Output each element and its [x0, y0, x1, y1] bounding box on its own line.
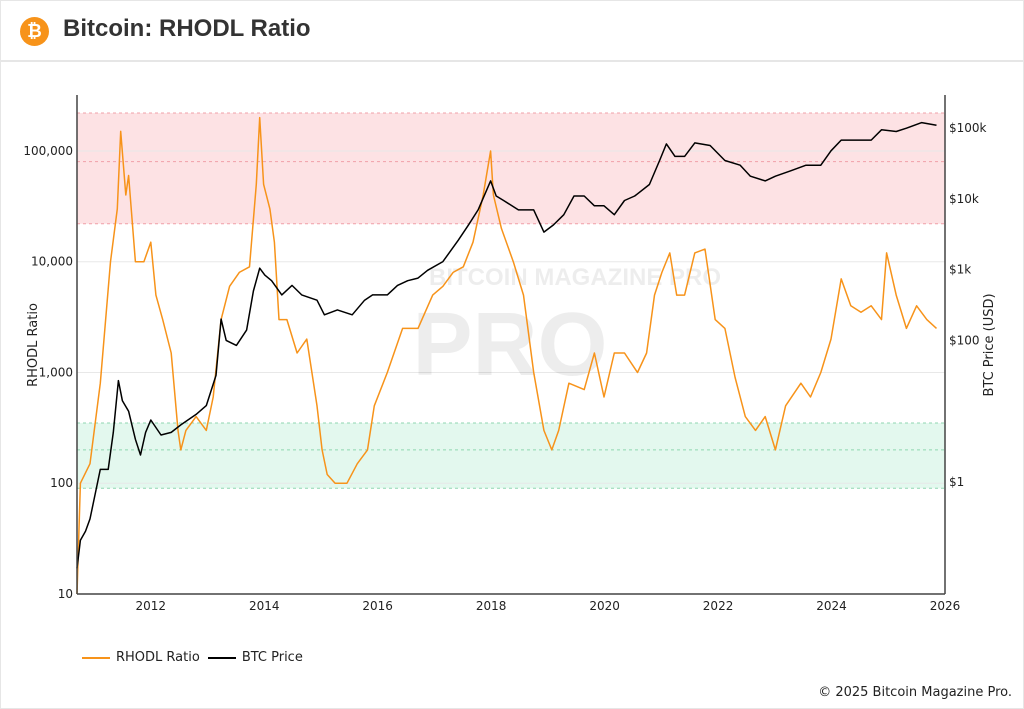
x-tick-label: 2018	[476, 599, 507, 613]
y-right-tick-label: $100	[949, 333, 980, 347]
bitcoin-icon: ₿	[20, 17, 49, 46]
rhodl-ratio-line	[76, 116, 938, 595]
y-left-tick-label: 100	[50, 476, 73, 490]
y-left-title: RHODL Ratio	[26, 303, 41, 387]
y-left-tick-label: 1,000	[39, 365, 73, 379]
legend-swatch-rhodl	[82, 656, 110, 659]
x-tick-label: 2014	[249, 599, 280, 613]
header: ₿ Bitcoin: RHODL Ratio	[0, 0, 1024, 62]
y-right-title: BTC Price (USD)	[982, 293, 997, 396]
y-left-tick-label: 100,000	[23, 144, 73, 158]
y-right-tick-label: $100k	[949, 121, 987, 135]
x-tick-label: 2022	[703, 599, 734, 613]
legend-item-price[interactable]: BTC Price	[207, 650, 303, 665]
copyright: © 2025 Bitcoin Magazine Pro.	[818, 685, 1012, 700]
watermark-top: BITCOIN MAGAZINE PRO	[429, 264, 721, 291]
y-right-tick-label: $10k	[949, 192, 979, 206]
legend: RHODL Ratio BTC Price	[82, 650, 303, 665]
x-tick-label: 2016	[362, 599, 393, 613]
legend-item-rhodl[interactable]: RHODL Ratio	[82, 650, 200, 665]
x-tick-label: 2020	[589, 599, 620, 613]
red-zone-band	[77, 113, 945, 224]
x-tick-label: 2026	[930, 599, 961, 613]
y-left-tick-label: 10,000	[31, 255, 73, 269]
y-right-tick-label: $1	[949, 475, 964, 489]
green-zone-band	[77, 422, 945, 489]
y-right-tick-label: $1k	[949, 263, 971, 277]
x-tick-label: 2012	[135, 599, 166, 613]
page-title: Bitcoin: RHODL Ratio	[63, 15, 311, 42]
btc-price-line	[76, 121, 937, 569]
y-left-tick-label: 10	[58, 587, 73, 601]
x-tick-label: 2024	[816, 599, 847, 613]
legend-swatch-price	[207, 656, 236, 659]
watermark: PRO	[412, 295, 607, 395]
